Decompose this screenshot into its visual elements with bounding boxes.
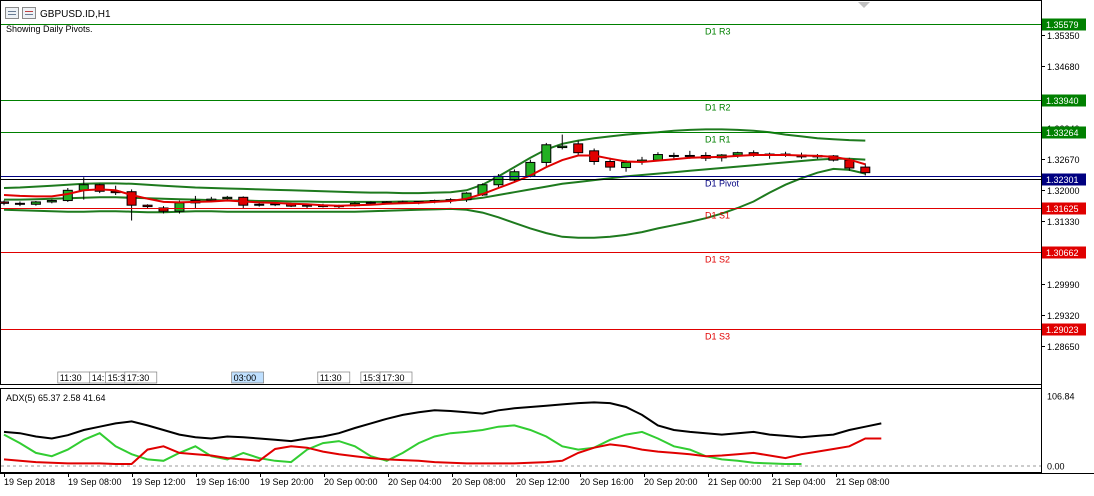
time-axis-label: 20 Sep 08:00 [452,477,506,487]
bear-candle [0,201,9,204]
bear-candle [14,202,25,205]
bear-candle [605,161,616,168]
bull-candle [30,201,41,205]
pivot-price-text: 1.33940 [1046,96,1079,106]
bull-candle [684,154,695,157]
time-axis-label: 20 Sep 04:00 [388,477,442,487]
pivot-price-tag [1042,18,1086,31]
time-axis-label: 19 Sep 08:00 [68,477,122,487]
pivot-label: D1 R3 [705,27,731,37]
pivot-label: D1 Pivot [705,179,740,189]
adx-line [3,401,882,443]
adx-axis-bottom: 0.00 [1047,462,1065,472]
minus-di-line [3,437,882,465]
bear-candle [142,204,153,208]
bull-candle [493,175,504,186]
price-tick-label: 1.29990 [1047,280,1080,290]
adx-subwindow-frame [0,388,1042,473]
session-label: 15:30 [363,373,386,383]
bull-candle [254,203,265,206]
pivot-price-text: 1.33264 [1046,128,1079,138]
price-tick-label: 1.29320 [1047,311,1080,321]
bull-candle [174,202,185,212]
pivot-price-tag [1042,126,1086,139]
price-tick-label: 1.34680 [1047,62,1080,72]
session-label: 15:30 [108,373,131,383]
pivot-price-text: 1.31625 [1046,204,1079,214]
price-tick-label: 1.35350 [1047,31,1080,41]
time-axis-label: 20 Sep 16:00 [580,477,634,487]
time-axis-label: 20 Sep 20:00 [644,477,698,487]
shift-marker-icon[interactable] [858,2,870,8]
session-label-box [379,371,413,384]
time-axis-label: 21 Sep 08:00 [836,477,890,487]
pivot-price-tag [1042,202,1086,215]
price-tick-label: 1.31330 [1047,217,1080,227]
session-label: 17:30 [127,373,150,383]
moving-average-line [3,154,866,207]
bear-candle [126,191,137,206]
band-lower-line [3,167,866,239]
bull-candle [365,201,376,204]
window-list-icon[interactable] [5,7,19,19]
bull-candle [652,154,663,161]
session-label: 14: [92,373,105,383]
pivot-label: D1 R2 [705,103,731,113]
pivot-label: D1 R1 [705,135,731,145]
pivot-indicator-note: Showing Daily Pivots. [6,24,93,34]
session-label: 11:30 [320,373,342,383]
pivot-label: D1 S2 [705,255,730,265]
bull-candle [222,196,233,200]
session-label-box [317,371,351,384]
bull-candle [732,152,743,156]
session-label: 03:00 [234,373,257,383]
pivot-price-tag [1042,246,1086,259]
time-axis-label: 21 Sep 04:00 [772,477,826,487]
bull-candle [509,171,520,181]
price-tick-label: 1.28650 [1047,342,1080,352]
bear-candle [94,184,105,192]
time-axis-label: 19 Sep 20:00 [260,477,314,487]
bear-candle [860,166,871,174]
plus-di-line [3,424,802,465]
pivot-price-tag [1042,323,1086,336]
bull-candle [46,200,57,203]
current-price-tag [1042,173,1086,186]
pivot-label: D1 S1 [705,211,730,221]
bull-candle [541,144,552,163]
price-tick-label: 1.32000 [1047,186,1080,196]
time-axis-label: 20 Sep 00:00 [324,477,378,487]
pivot-price-text: 1.35579 [1046,20,1079,30]
main-chart-frame [0,0,1042,385]
bear-candle [158,207,169,212]
time-axis-label: 19 Sep 16:00 [196,477,250,487]
session-label-box [231,371,265,384]
time-axis-label: 20 Sep 12:00 [516,477,570,487]
band-upper-line [3,128,866,195]
session-label-box [124,371,158,384]
time-axis-label: 19 Sep 2018 [4,477,55,487]
pivot-price-text: 1.30662 [1046,248,1079,258]
chart-properties-icon[interactable] [22,7,36,19]
pivot-label: D1 S3 [705,332,730,342]
pivot-price-tag [1042,94,1086,107]
adx-indicator-label: ADX(5) 65.37 2.58 41.64 [6,393,106,403]
symbol-title: GBPUSD.ID,H1 [40,9,111,20]
time-axis-label: 19 Sep 12:00 [132,477,186,487]
session-label: 17:30 [382,373,405,383]
adx-axis-top: 106.84 [1047,392,1075,402]
time-axis-label: 21 Sep 00:00 [708,477,762,487]
session-label: 11:30 [60,373,82,383]
bull-candle [621,161,632,169]
current-price-text: 1.32301 [1046,175,1079,185]
bull-candle [557,145,568,149]
bear-candle [573,143,584,154]
bull-candle [668,154,679,157]
pivot-price-text: 1.29023 [1046,325,1079,335]
price-tick-label: 1.32670 [1047,155,1080,165]
